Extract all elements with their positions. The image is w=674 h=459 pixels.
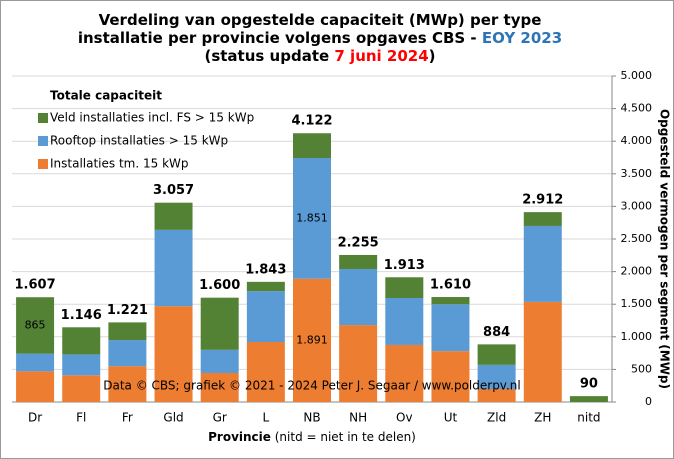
y-tick-label: 2.000 xyxy=(621,265,653,278)
bar-segment xyxy=(246,342,285,402)
bar-segment xyxy=(293,133,331,159)
data-label: 1.851 xyxy=(296,211,328,224)
chart-title: (status update 7 juni 2024) xyxy=(204,47,435,65)
data-label: 1.891 xyxy=(296,333,328,346)
bar-segment xyxy=(339,268,378,326)
legend-swatch xyxy=(38,136,48,146)
total-label: 884 xyxy=(483,325,510,340)
annotation: Data © CBS; grafiek © 2021 - 2024 Peter … xyxy=(103,379,520,393)
bar-segment xyxy=(569,396,608,402)
x-tick-label: NB xyxy=(303,411,320,425)
legend-swatch xyxy=(38,159,48,169)
bar-segment xyxy=(108,340,147,367)
total-label: 3.057 xyxy=(153,183,194,198)
bar-segment xyxy=(200,297,239,350)
bar-segment xyxy=(523,225,562,302)
y-tick-label: 0 xyxy=(645,395,652,408)
bar-segment xyxy=(477,388,516,402)
x-tick-label: Dr xyxy=(28,411,42,425)
title-part: (status update xyxy=(204,47,334,65)
y-tick-label: 3.500 xyxy=(621,167,653,180)
title-part: ) xyxy=(429,47,436,65)
y-tick-label: 4.500 xyxy=(621,102,653,115)
total-label: 1.221 xyxy=(107,303,148,318)
bar-segment xyxy=(154,306,193,402)
x-tick-label: Ov xyxy=(396,411,413,425)
title-part: 7 juni 2024 xyxy=(334,47,428,65)
bar-segment xyxy=(523,212,562,226)
bar-segment xyxy=(385,298,424,345)
total-label: 90 xyxy=(580,377,598,392)
x-tick-label: ZH xyxy=(534,411,551,425)
bar-segment xyxy=(16,297,55,354)
x-tick-label: Gr xyxy=(213,411,227,425)
total-label: 1.607 xyxy=(15,278,56,293)
y-tick-label: 5.000 xyxy=(621,69,653,82)
legend-label: Rooftop installaties > 15 kWp xyxy=(50,134,228,148)
title-part: EOY 2023 xyxy=(482,29,562,47)
legend-swatch xyxy=(38,113,48,123)
bar-segment xyxy=(385,344,424,402)
y-tick-label: 2.500 xyxy=(621,232,653,245)
x-tick-label: Ut xyxy=(444,411,458,425)
bar-segment xyxy=(431,351,470,402)
x-tick-label: Gld xyxy=(163,411,183,425)
bar-segment xyxy=(431,304,470,352)
chart-title: Verdeling van opgestelde capaciteit (MWp… xyxy=(99,11,542,29)
total-label: 4.122 xyxy=(291,114,332,129)
bar-segment xyxy=(62,327,101,355)
bar-segment xyxy=(108,366,147,402)
total-label: 2.912 xyxy=(522,193,563,208)
bar-segment xyxy=(108,322,147,341)
bar-segment xyxy=(62,375,101,402)
total-label: 2.255 xyxy=(338,235,379,250)
x-tick-label: nitd xyxy=(577,411,600,425)
total-label: 1.610 xyxy=(430,278,471,293)
bar-segment xyxy=(431,297,470,305)
bar-segment xyxy=(293,158,331,279)
y-tick-label: 3.000 xyxy=(621,199,653,212)
bar-segment xyxy=(477,364,516,389)
bar-segment xyxy=(339,325,378,402)
y-tick-label: 1.000 xyxy=(621,330,653,343)
x-tick-label: L xyxy=(263,411,270,425)
y-tick-label: 1.500 xyxy=(621,297,653,310)
bar-segment xyxy=(154,229,193,307)
bar-segment xyxy=(16,353,55,372)
title-part: installatie per provincie volgens opgave… xyxy=(78,29,482,47)
total-label: 1.600 xyxy=(199,278,240,293)
x-tick-label: Zld xyxy=(487,411,506,425)
x-axis-title: Provincie xyxy=(208,430,271,444)
bar-segment xyxy=(154,202,193,230)
bar-segment xyxy=(246,281,285,292)
total-label: 1.146 xyxy=(61,308,102,323)
y-axis-label: Opgesteld vermogen per segment (MWp) xyxy=(658,109,672,389)
bar-segment xyxy=(477,344,516,365)
bar-segment xyxy=(339,254,378,269)
legend-label: Veld installaties incl. FS > 15 kWp xyxy=(50,111,254,125)
bar-segment xyxy=(16,371,55,402)
y-tick-label: 4.000 xyxy=(621,134,653,147)
y-tick-label: 500 xyxy=(631,362,652,375)
title-part: Verdeling van opgestelde capaciteit (MWp… xyxy=(99,11,542,29)
data-label: 865 xyxy=(25,318,46,331)
legend-label: Installaties tm. 15 kWp xyxy=(50,157,189,171)
x-axis-label: Provincie (nitd = niet in te delen) xyxy=(208,430,416,444)
total-label: 1.913 xyxy=(384,258,425,273)
bar-segment xyxy=(385,277,424,299)
x-tick-label: Fl xyxy=(76,411,86,425)
bar-segment xyxy=(523,301,562,402)
x-tick-label: NH xyxy=(349,411,367,425)
chart-title: installatie per provincie volgens opgave… xyxy=(78,29,562,47)
legend-title: Totale capaciteit xyxy=(50,89,162,103)
x-axis-note: (nitd = niet in te delen) xyxy=(271,430,416,444)
bar-segment xyxy=(200,349,239,373)
total-label: 1.843 xyxy=(245,262,286,277)
bar-segment xyxy=(246,291,285,343)
bar-segment xyxy=(293,278,331,402)
bar-segment xyxy=(200,372,239,402)
bar-segment xyxy=(62,354,101,376)
x-tick-label: Fr xyxy=(122,411,133,425)
